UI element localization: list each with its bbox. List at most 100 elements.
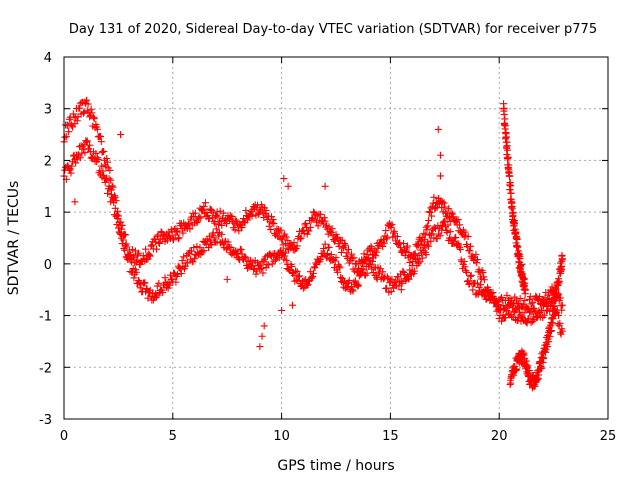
upper-track-point (313, 212, 321, 220)
upper-track-point (232, 216, 240, 224)
lower-track-point (467, 271, 475, 279)
lower-track-point (210, 234, 218, 242)
lower-track-point (528, 308, 536, 316)
upper-track-point (146, 252, 154, 260)
lower-track-point (99, 167, 107, 175)
upper-track-point (193, 219, 201, 227)
lower-track-point (426, 231, 434, 239)
upper-track-point (348, 250, 356, 258)
outliers-point (434, 125, 442, 133)
upper-track-point (417, 237, 425, 245)
upper-track-point (277, 226, 285, 234)
lower-track-point (134, 279, 142, 287)
lower-track-point (243, 264, 251, 272)
upper-track-point (473, 256, 481, 264)
lower-track-point (334, 261, 342, 269)
upper-track-point (454, 216, 462, 224)
lower-track-point (81, 149, 89, 157)
upper-track-point (383, 235, 391, 243)
lower-track-point (208, 231, 216, 239)
upper-track-point (179, 229, 187, 237)
late-dips-point (547, 318, 555, 326)
lower-track-point (178, 257, 186, 265)
upper-track-point (195, 213, 203, 221)
x-tick-label: 25 (600, 429, 617, 444)
upper-track-point (440, 199, 448, 207)
upper-track-point (128, 246, 136, 254)
upper-track-point (428, 212, 436, 220)
lower-track-point (136, 284, 144, 292)
lower-track-point (125, 255, 133, 263)
late-dips-point (548, 319, 556, 327)
upper-track-point (231, 226, 239, 234)
upper-track-point (240, 215, 248, 223)
lower-track-point (76, 154, 84, 162)
lower-track-point (336, 264, 344, 272)
spike-near-20-3-h-point (504, 153, 512, 161)
lower-track-point (556, 329, 564, 337)
late-dips-point (545, 338, 553, 346)
upper-track-point (396, 239, 404, 247)
lower-track-point (405, 275, 413, 283)
lower-track-point (177, 270, 185, 278)
lower-track-point (295, 273, 303, 281)
late-dips-point (543, 343, 551, 351)
lower-track-point (508, 313, 516, 321)
lower-track-point (227, 244, 235, 252)
upper-track-point (426, 209, 434, 217)
spike-near-20-3-h-point (513, 235, 521, 243)
upper-track-point (76, 104, 84, 112)
lower-track-point (452, 233, 460, 241)
upper-track-point (104, 158, 112, 166)
lower-track-point (527, 319, 535, 327)
lower-track-point (83, 137, 91, 145)
upper-track-point (558, 301, 566, 309)
upper-track-point (535, 296, 543, 304)
upper-track-point (420, 229, 428, 237)
lower-track-point (363, 269, 371, 277)
upper-track-point (425, 208, 433, 216)
outliers-point (223, 275, 231, 283)
lower-track-point (293, 268, 301, 276)
upper-track-point (265, 222, 273, 230)
upper-track-point (170, 236, 178, 244)
spike-near-20-3-h-point (517, 262, 525, 270)
upper-track-point (330, 237, 338, 245)
upper-track-point (97, 138, 105, 146)
spike-near-20-3-h-point (507, 189, 515, 197)
lower-track-point (118, 234, 126, 242)
lower-track-point (252, 270, 260, 278)
y-tick-label: -1 (39, 310, 52, 325)
upper-track-point (278, 235, 286, 243)
lower-track-point (351, 277, 359, 285)
lower-track-point (359, 266, 367, 274)
upper-track-point (185, 220, 193, 228)
lower-track-point (414, 259, 422, 267)
lower-track-point (325, 243, 333, 251)
lower-track-point (200, 247, 208, 255)
spike-near-20-3-h-point (511, 219, 519, 227)
upper-track-point (145, 251, 153, 259)
spike-near-20-3-h-point (503, 146, 511, 154)
lower-track-point (68, 162, 76, 170)
x-tick-label: 10 (273, 429, 290, 444)
lower-track-point (422, 251, 430, 259)
upper-track-point (308, 214, 316, 222)
lower-track-point (320, 245, 328, 253)
lower-track-point (461, 263, 469, 271)
lower-track-point (101, 178, 109, 186)
lower-track-point (335, 262, 343, 270)
upper-track-point (372, 252, 380, 260)
upper-track-point (388, 221, 396, 229)
late-dips-point (531, 382, 539, 390)
upper-track-point (291, 246, 299, 254)
late-dips-point (513, 365, 521, 373)
lower-track-point (111, 204, 119, 212)
lower-track-point (423, 241, 431, 249)
outliers-point (288, 301, 296, 309)
upper-track-point (511, 293, 519, 301)
upper-track-point (503, 291, 511, 299)
lower-track-point (259, 269, 267, 277)
lower-track-point (288, 262, 296, 270)
upper-track-point (360, 250, 368, 258)
